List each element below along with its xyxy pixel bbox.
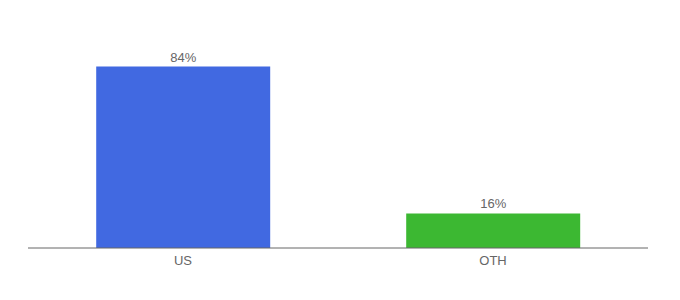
svg-text:16%: 16%: [480, 196, 506, 211]
svg-text:OTH: OTH: [479, 253, 506, 268]
svg-text:84%: 84%: [170, 50, 196, 65]
svg-text:US: US: [174, 253, 192, 268]
